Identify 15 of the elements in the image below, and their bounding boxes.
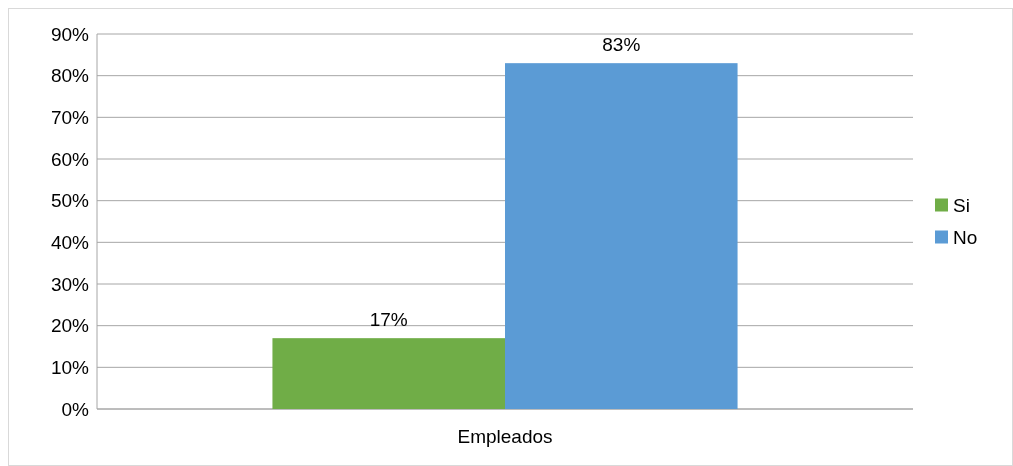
y-tick-label: 50%	[50, 190, 90, 212]
y-tick-label: 40%	[50, 231, 90, 253]
legend-label: No	[953, 227, 978, 249]
y-tick-label: 0%	[61, 398, 90, 420]
y-tick-label: 30%	[50, 273, 90, 295]
x-tick-label: Empleados	[457, 426, 553, 447]
data-label: 17%	[369, 309, 408, 331]
y-tick-label: 60%	[50, 148, 90, 170]
legend-label: Si	[953, 195, 970, 217]
y-tick-label: 90%	[50, 23, 90, 45]
y-tick-label: 10%	[50, 356, 90, 378]
data-label: 83%	[602, 34, 641, 56]
y-tick-label: 80%	[50, 65, 90, 87]
y-tick-label: 20%	[50, 315, 90, 337]
y-tick-label: 70%	[50, 106, 90, 128]
